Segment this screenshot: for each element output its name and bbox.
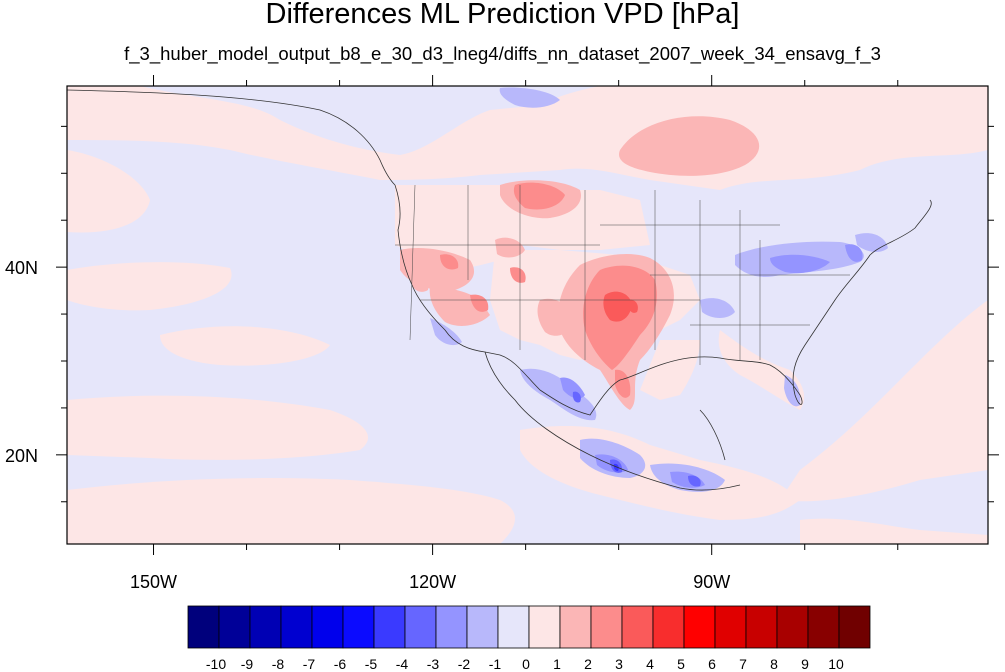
colorbar-swatch [187,605,220,649]
coastlines [67,89,932,491]
colorbar-label: 6 [708,656,716,672]
lat-tick-label: 40N [5,258,38,278]
colorbar-swatch [249,605,282,649]
colorbar-swatch [435,605,468,649]
colorbar-label: -5 [365,656,378,672]
colorbar-swatch [342,605,375,649]
colorbar: -10 -9 -8 -7 -6 -5 -4 -3 -2 -1 0 1 2 3 4 5 6 7 8 9 10 [187,605,871,672]
colorbar-label: -9 [241,656,254,672]
axis-ticks: 150W 120W 90W 40N 20N [5,75,999,592]
colorbar-label: -1 [489,656,502,672]
colorbar-swatch [373,605,406,649]
colorbar-swatch [497,605,530,649]
colorbar-swatch [218,605,251,649]
colorbar-swatch [404,605,437,649]
state-borders [395,184,850,365]
anomaly-fields [67,86,988,544]
map-subtitle: f_3_huber_model_output_b8_e_30_d3_lneg4/… [124,43,881,64]
colorbar-swatch [807,605,840,649]
map-title: Differences ML Prediction VPD [hPa] [265,0,740,30]
colorbar-label: 3 [615,656,623,672]
colorbar-swatch [714,605,747,649]
colorbar-swatch [683,605,716,649]
colorbar-label: 1 [553,656,561,672]
colorbar-swatch [776,605,809,649]
colorbar-label: 2 [584,656,592,672]
negative-extreme-regions [613,463,619,471]
colorbar-swatch [590,605,623,649]
map-frame [66,85,989,545]
colorbar-label: 9 [801,656,809,672]
colorbar-label: 5 [677,656,685,672]
colorbar-label: -3 [427,656,440,672]
lon-tick-label: 120W [409,572,456,592]
colorbar-swatch [559,605,592,649]
colorbar-label: -7 [303,656,316,672]
colorbar-label: -8 [272,656,285,672]
colorbar-label: -4 [396,656,409,672]
positive-peak-regions [603,291,638,322]
negative-peak-regions [572,391,701,487]
colorbar-swatch [621,605,654,649]
lon-tick-label: 150W [130,572,177,592]
colorbar-label: -10 [206,656,226,672]
colorbar-label: -6 [334,656,347,672]
colorbar-swatch [280,605,313,649]
colorbar-swatch [528,605,561,649]
colorbar-swatch [745,605,778,649]
colorbar-label: 7 [739,656,747,672]
colorbar-label: 0 [522,656,530,672]
lat-tick-label: 20N [5,446,38,466]
colorbar-swatch [652,605,685,649]
lon-tick-label: 90W [693,572,730,592]
colorbar-label: 8 [770,656,778,672]
colorbar-swatch [838,605,871,649]
colorbar-label: -2 [458,656,471,672]
colorbar-swatch [466,605,499,649]
colorbar-label: 10 [828,656,844,672]
colorbar-swatch [311,605,344,649]
colorbar-label: 4 [646,656,654,672]
